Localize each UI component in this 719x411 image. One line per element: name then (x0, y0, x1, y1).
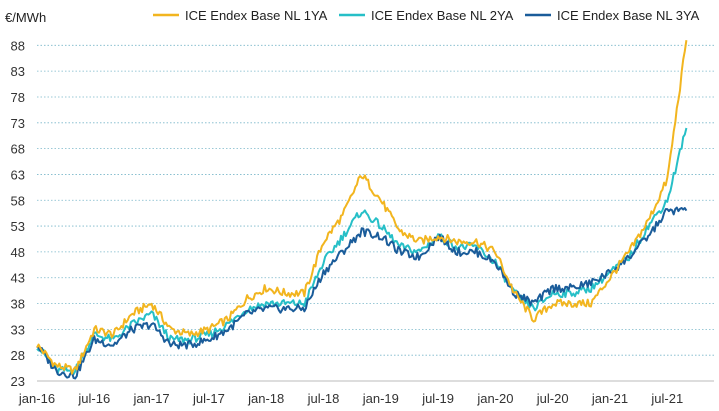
x-tick-label: jul-21 (650, 391, 683, 406)
y-axis-unit-label: €/MWh (5, 10, 46, 25)
legend-label: ICE Endex Base NL 3YA (557, 8, 700, 23)
series-lines (36, 40, 688, 380)
y-tick-label: 28 (11, 348, 25, 363)
series-line (36, 206, 688, 380)
x-axis-ticks: jan-16 jul-16 jan-17 jul-17 jan-18 jul-18 jan-… (18, 391, 683, 406)
y-tick-label: 88 (11, 38, 25, 53)
x-tick-label: jan-21 (591, 391, 628, 406)
y-tick-label: 33 (11, 322, 25, 337)
x-tick-label: jan-17 (133, 391, 170, 406)
legend: ICE Endex Base NL 1YA ICE Endex Base NL 2… (153, 8, 700, 23)
x-tick-label: jan-18 (247, 391, 284, 406)
y-tick-label: 78 (11, 90, 25, 105)
x-tick-label: jan-20 (476, 391, 513, 406)
x-tick-label: jul-16 (77, 391, 110, 406)
y-tick-label: 68 (11, 142, 25, 157)
y-tick-label: 38 (11, 297, 25, 312)
y-tick-label: 58 (11, 193, 25, 208)
series-line (36, 40, 688, 375)
legend-label: ICE Endex Base NL 1YA (185, 8, 328, 23)
y-tick-label: 48 (11, 245, 25, 260)
x-tick-label: jul-19 (421, 391, 454, 406)
x-tick-label: jul-20 (536, 391, 569, 406)
x-tick-label: jul-17 (192, 391, 225, 406)
x-tick-label: jan-16 (18, 391, 55, 406)
legend-label: ICE Endex Base NL 2YA (371, 8, 514, 23)
y-tick-label: 23 (11, 374, 25, 389)
y-tick-label: 83 (11, 64, 25, 79)
y-tick-label: 43 (11, 271, 25, 286)
y-tick-label: 73 (11, 116, 25, 131)
series-line (36, 127, 688, 376)
x-tick-label: jan-19 (362, 391, 399, 406)
y-axis-ticks: 23 28 33 38 43 48 53 58 63 68 73 78 83 88 (11, 38, 25, 389)
y-tick-label: 63 (11, 167, 25, 182)
x-tick-label: jul-18 (307, 391, 340, 406)
y-tick-label: 53 (11, 219, 25, 234)
